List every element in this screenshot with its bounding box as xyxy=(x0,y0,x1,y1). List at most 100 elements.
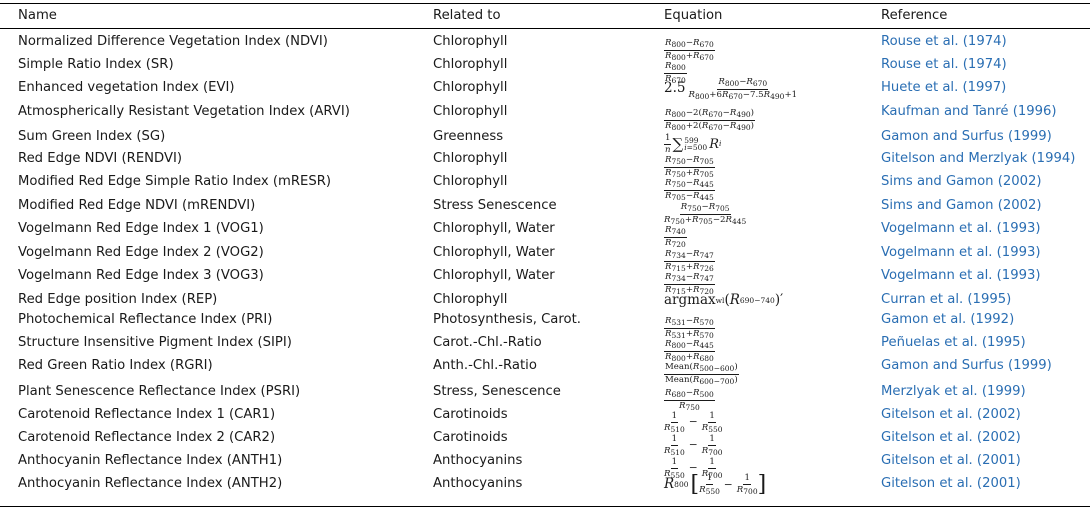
table-row: Carotenoid Reflectance Index 1 (CAR1) Car… xyxy=(0,405,1090,433)
related-to: Stress, Senescence xyxy=(433,384,561,399)
reference-link[interactable]: Gitelson et al. (2002) xyxy=(881,407,1021,422)
reference-link[interactable]: Gitelson and Merzlyak (1994) xyxy=(881,151,1076,166)
reference-link[interactable]: Gitelson et al. (2001) xyxy=(881,476,1021,491)
equation: 1 R550−1 R700 xyxy=(664,451,723,479)
related-to: Chlorophyll xyxy=(433,104,508,119)
equation-formula: 1 R550−1 R700 xyxy=(664,457,723,480)
equation-formula: R740 R720 xyxy=(664,225,687,249)
reference-link[interactable]: Curran et al. (1995) xyxy=(881,292,1012,307)
equation-formula: R750−R445 R705−R445 xyxy=(664,178,715,202)
equation: 1 R510−1 R550 xyxy=(664,405,723,433)
equation: R800−2(R670−R490) R800+2(R670−R490) xyxy=(664,102,756,131)
reference-link[interactable]: Sims and Gamon (2002) xyxy=(881,174,1042,189)
index-name: Red Edge NDVI (RENDVI) xyxy=(18,151,182,166)
related-to: Chlorophyll xyxy=(433,57,508,72)
related-to: Anthocyanins xyxy=(433,476,523,491)
reference-link[interactable]: Gamon and Surfus (1999) xyxy=(881,129,1052,144)
equation-formula: R800−2(R670−R490) R800+2(R670−R490) xyxy=(664,108,756,132)
index-name: Enhanced vegetation Index (EVI) xyxy=(18,80,235,95)
equation: 1 R510−1 R700 xyxy=(664,428,723,456)
related-to: Chlorophyll xyxy=(433,80,508,95)
index-name: Carotenoid Reflectance Index 1 (CAR1) xyxy=(18,407,276,422)
related-to: Stress Senescence xyxy=(433,198,557,213)
equation: R750−R705 R750+R705 xyxy=(664,149,715,178)
related-to: Chlorophyll, Water xyxy=(433,268,555,283)
table-row: Carotenoid Reflectance Index 2 (CAR2) Car… xyxy=(0,428,1090,456)
equation-formula: Mean(R500−600) Mean(R600−700) xyxy=(664,362,739,386)
reference-link[interactable]: Kaufman and Tanré (1996) xyxy=(881,104,1057,119)
reference-link[interactable]: Vogelmann et al. (1993) xyxy=(881,221,1041,236)
reference-link[interactable]: Gamon et al. (1992) xyxy=(881,312,1015,327)
top-rule xyxy=(0,3,1090,4)
table-row: Red Edge NDVI (RENDVI) Chlorophyll R750−R7… xyxy=(0,149,1090,178)
header-rule xyxy=(0,28,1090,29)
related-to: Chlorophyll, Water xyxy=(433,221,555,236)
index-name: Anthocyanin Reflectance Index (ANTH2) xyxy=(18,476,283,491)
table-row: Plant Senescence Reflectance Index (PSRI… xyxy=(0,382,1090,411)
index-name: Modified Red Edge NDVI (mRENDVI) xyxy=(18,198,256,213)
table-row: Red Green Ratio Index (RGRI) Anth.-Chl.-R… xyxy=(0,356,1090,385)
related-to: Chlorophyll xyxy=(433,151,508,166)
related-to: Anthocyanins xyxy=(433,453,523,468)
reference-link[interactable]: Rouse et al. (1974) xyxy=(881,57,1007,72)
equation-formula: R800−R670 R800+R670 xyxy=(664,38,715,62)
related-to: Chlorophyll, Water xyxy=(433,245,555,260)
equation: R800−R670 R800+R670 xyxy=(664,32,715,61)
equation: R750−R445 R705−R445 xyxy=(664,172,715,201)
index-name: Photochemical Reflectance Index (PRI) xyxy=(18,312,273,327)
equation-formula: R750−R705 R750+R705−2R445 xyxy=(664,202,747,226)
equation: R740 R720 xyxy=(664,219,687,248)
header-related: Related to xyxy=(433,8,501,23)
reference-link[interactable]: Peñuelas et al. (1995) xyxy=(881,335,1026,350)
index-name: Sum Green Index (SG) xyxy=(18,129,166,144)
reference-link[interactable]: Sims and Gamon (2002) xyxy=(881,198,1042,213)
equation-formula: R800 R670 xyxy=(664,61,687,85)
equation: R680−R500 R750 xyxy=(664,382,715,411)
related-to: Chlorophyll xyxy=(433,34,508,49)
reference-link[interactable]: Vogelmann et al. (1993) xyxy=(881,268,1041,283)
table-header: Name Related to Equation Reference xyxy=(0,6,1090,28)
index-name: Modified Red Edge Simple Ratio Index (mR… xyxy=(18,174,332,189)
equation-formula: R734−R747 R715+R720 xyxy=(664,272,715,296)
bottom-rule xyxy=(0,506,1090,507)
equation: R800 R670 xyxy=(664,55,687,84)
equation: 2.5 R800−R670 R800+6R670−7.5R490+1 xyxy=(664,78,797,100)
equation-formula: R800−R445 R800+R680 xyxy=(664,339,715,363)
equation: R531−R570 R531+R570 xyxy=(664,310,715,339)
reference-link[interactable]: Gamon and Surfus (1999) xyxy=(881,358,1052,373)
equation-formula: 1 R510−1 R550 xyxy=(664,411,723,434)
reference-link[interactable]: Merzlyak et al. (1999) xyxy=(881,384,1026,399)
reference-link[interactable]: Gitelson et al. (2002) xyxy=(881,430,1021,445)
equation-formula: R531−R570 R531+R570 xyxy=(664,316,715,340)
index-name: Red Green Ratio Index (RGRI) xyxy=(18,358,213,373)
equation: R750−R705 R750+R705−2R445 xyxy=(664,196,746,225)
table-row: Red Edge position Index (REP) Chlorophyll… xyxy=(0,290,1090,312)
header-equation: Equation xyxy=(664,8,723,23)
index-name: Anthocyanin Reflectance Index (ANTH1) xyxy=(18,453,283,468)
index-name: Vogelmann Red Edge Index 3 (VOG3) xyxy=(18,268,264,283)
index-name: Structure Insensitive Pigment Index (SIP… xyxy=(18,335,292,350)
related-to: Anth.-Chl.-Ratio xyxy=(433,358,537,373)
equation-formula: R680−R500 R750 xyxy=(664,388,715,412)
equation-formula: R750−R705 R750+R705 xyxy=(664,155,715,179)
equation: R734−R747 R715+R720 xyxy=(664,266,715,295)
table-row: Vogelmann Red Edge Index 3 (VOG3) Chlorop… xyxy=(0,266,1090,295)
equation-formula: R734−R747 R715+R726 xyxy=(664,249,715,273)
table-row: Anthocyanin Reflectance Index (ANTH1) Ant… xyxy=(0,451,1090,479)
reference-link[interactable]: Rouse et al. (1974) xyxy=(881,34,1007,49)
reference-link[interactable]: Vogelmann et al. (1993) xyxy=(881,245,1041,260)
equation-formula: 1 R510−1 R700 xyxy=(664,434,723,457)
header-reference: Reference xyxy=(881,8,948,23)
table-row: Vogelmann Red Edge Index 2 (VOG2) Chlorop… xyxy=(0,243,1090,272)
table-row: Vogelmann Red Edge Index 1 (VOG1) Chlorop… xyxy=(0,219,1090,248)
reference-link[interactable]: Huete et al. (1997) xyxy=(881,80,1007,95)
index-name: Normalized Difference Vegetation Index (… xyxy=(18,34,328,49)
equation: R734−R747 R715+R726 xyxy=(664,243,715,272)
reference-link[interactable]: Gitelson et al. (2001) xyxy=(881,453,1021,468)
index-name: Simple Ratio Index (SR) xyxy=(18,57,174,72)
table-row: Sum Green Index (SG) Greenness 1 n ∑ 599 i=500… xyxy=(0,127,1090,154)
related-to: Chlorophyll xyxy=(433,292,508,307)
related-to: Greenness xyxy=(433,129,504,144)
